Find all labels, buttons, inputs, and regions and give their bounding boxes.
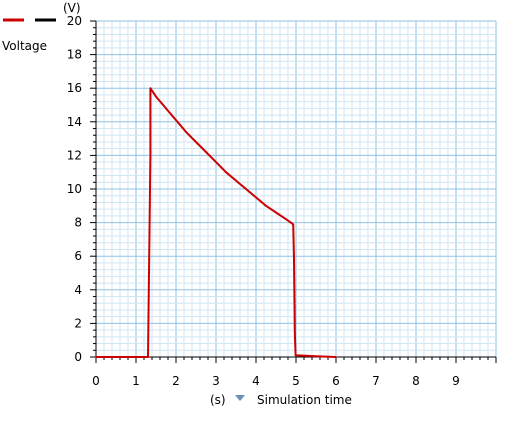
data-point bbox=[205, 151, 207, 153]
series-layer bbox=[95, 87, 337, 358]
data-point bbox=[292, 223, 295, 226]
triangle-down-icon[interactable] bbox=[235, 395, 245, 401]
y-tick-label: 20 bbox=[67, 14, 82, 28]
data-point bbox=[235, 179, 237, 182]
data-point bbox=[294, 331, 296, 333]
data-point bbox=[155, 95, 157, 98]
legend-label: Voltage bbox=[2, 39, 47, 53]
grid bbox=[95, 20, 497, 358]
data-point bbox=[215, 161, 217, 163]
x-axis-unit: (s) bbox=[210, 393, 226, 407]
y-tick-label: 18 bbox=[67, 48, 82, 62]
data-point bbox=[95, 356, 97, 358]
legend: Voltage bbox=[2, 18, 56, 53]
x-tick-label: 6 bbox=[332, 374, 340, 388]
x-tick-labels: 0 1 2 3 4 5 6 7 8 9 bbox=[92, 374, 460, 388]
x-tick-label: 3 bbox=[212, 374, 220, 388]
data-point bbox=[294, 354, 297, 357]
y-tick-label: 14 bbox=[67, 115, 82, 129]
data-point bbox=[255, 196, 257, 199]
data-point bbox=[293, 258, 295, 261]
data-point bbox=[335, 356, 337, 358]
data-point bbox=[275, 211, 277, 214]
x-tick-label: 5 bbox=[292, 374, 300, 388]
y-tick-labels: 0 2 4 6 8 10 12 14 16 18 20 bbox=[67, 14, 82, 364]
axes bbox=[90, 20, 497, 363]
x-tick-label: 7 bbox=[372, 374, 380, 388]
x-axis-label[interactable]: Simulation time bbox=[257, 393, 352, 407]
data-point bbox=[225, 171, 227, 173]
x-tick-label: 9 bbox=[452, 374, 460, 388]
y-tick-label: 10 bbox=[67, 182, 82, 196]
data-point bbox=[148, 289, 150, 291]
data-point bbox=[147, 356, 149, 358]
y-tick-label: 2 bbox=[74, 316, 82, 330]
x-tick-label: 0 bbox=[92, 374, 100, 388]
y-tick-label: 4 bbox=[74, 283, 82, 297]
data-point bbox=[195, 141, 197, 143]
data-point bbox=[315, 355, 317, 357]
data-point bbox=[175, 119, 177, 121]
y-tick-label: 0 bbox=[74, 350, 82, 364]
data-point bbox=[265, 205, 267, 207]
data-point bbox=[149, 87, 152, 89]
x-tick-label: 2 bbox=[172, 374, 180, 388]
data-point bbox=[285, 218, 287, 221]
data-point bbox=[245, 188, 247, 190]
x-tick-label: 8 bbox=[412, 374, 420, 388]
data-point bbox=[149, 154, 152, 157]
data-point bbox=[185, 131, 187, 133]
x-tick-label: 4 bbox=[252, 374, 260, 388]
y-tick-label: 12 bbox=[67, 148, 82, 162]
y-tick-label: 16 bbox=[67, 81, 82, 95]
y-tick-label: 8 bbox=[74, 216, 82, 230]
data-point bbox=[165, 107, 167, 110]
y-tick-label: 6 bbox=[74, 249, 82, 263]
x-tick-label: 1 bbox=[132, 374, 140, 388]
y-axis-unit: (V) bbox=[63, 1, 81, 15]
